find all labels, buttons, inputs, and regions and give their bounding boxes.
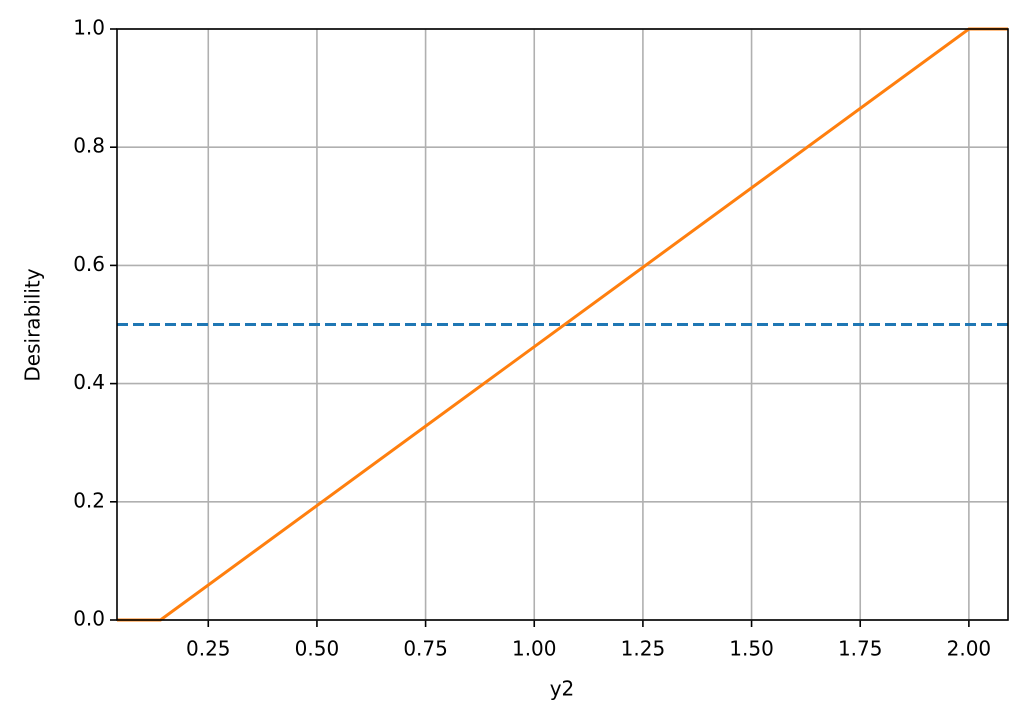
- x-tick-label: 1.00: [512, 637, 557, 661]
- y-tick-label: 0.4: [73, 370, 105, 394]
- y-tick-label: 0.2: [73, 488, 105, 512]
- x-tick-label: 2.00: [947, 637, 992, 661]
- x-tick-label: 0.50: [295, 637, 340, 661]
- y-tick-label: 0.6: [73, 252, 105, 276]
- plot-frame: [116, 28, 1009, 621]
- x-tick-label: 1.25: [621, 637, 666, 661]
- y-tick-label: 0.8: [73, 134, 105, 158]
- x-tick-label: 1.50: [729, 637, 774, 661]
- x-axis-label: y2: [550, 677, 575, 701]
- y-tick-label: 0.0: [73, 607, 105, 631]
- y-axis-label: Desirability: [21, 268, 45, 381]
- x-tick-label: 0.25: [186, 637, 231, 661]
- x-tick-label: 1.75: [838, 637, 883, 661]
- x-tick-label: 0.75: [403, 637, 448, 661]
- y-tick-label: 1.0: [73, 16, 105, 40]
